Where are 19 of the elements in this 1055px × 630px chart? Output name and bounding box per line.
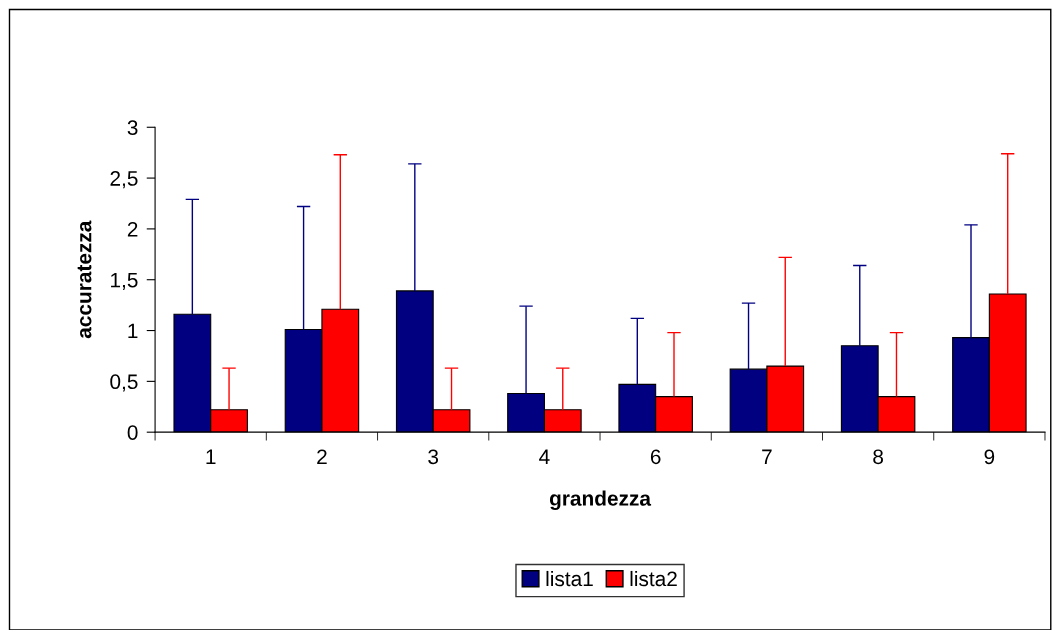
x-tick-label: 2	[317, 449, 327, 464]
x-tick-label: 7	[762, 449, 772, 464]
y-tick-label: 1	[128, 323, 138, 339]
legend-label: lista1	[546, 570, 593, 587]
y-tick-label: 1,5	[111, 272, 138, 290]
x-tick-label: 4	[539, 449, 550, 464]
x-axis-title: grandezza	[549, 490, 652, 510]
y-tick-label: 0	[127, 425, 138, 440]
y-tick-label: 2,5	[110, 171, 138, 189]
x-tick-label: 6	[650, 449, 661, 465]
x-tick-label: 8	[873, 449, 884, 465]
y-axis-title: accuratezza	[77, 220, 92, 339]
y-tick-label: 0,5	[110, 374, 138, 392]
x-tick-label: 3	[428, 449, 439, 465]
y-tick-label: 3	[127, 120, 138, 136]
x-tick-label: 1	[206, 449, 216, 464]
x-tick-label: 9	[984, 449, 995, 465]
y-tick-label: 2	[127, 221, 138, 237]
legend-label: lista2	[630, 570, 677, 587]
